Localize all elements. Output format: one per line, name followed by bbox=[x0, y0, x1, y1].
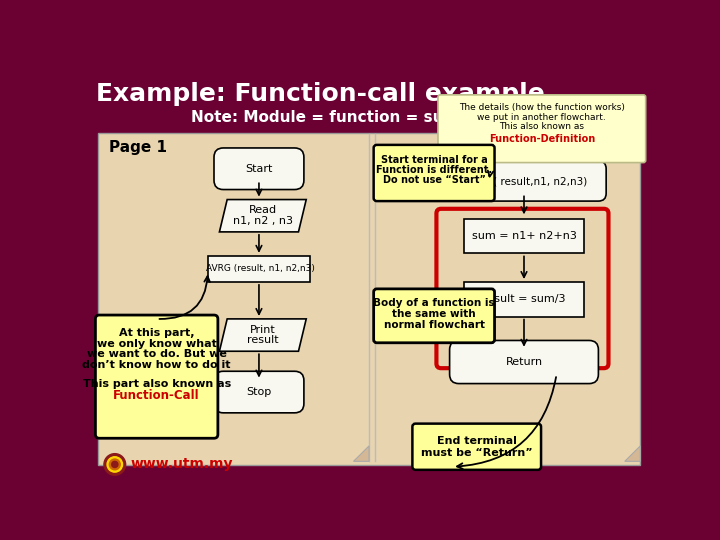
FancyBboxPatch shape bbox=[449, 340, 598, 383]
Circle shape bbox=[112, 461, 118, 468]
Text: Example: Function-call example.: Example: Function-call example. bbox=[96, 82, 554, 106]
Polygon shape bbox=[220, 200, 306, 232]
FancyBboxPatch shape bbox=[214, 148, 304, 190]
FancyBboxPatch shape bbox=[96, 315, 218, 438]
Text: result: result bbox=[247, 335, 279, 346]
Bar bbox=[98, 132, 640, 465]
FancyBboxPatch shape bbox=[374, 289, 495, 343]
Text: Function is different.: Function is different. bbox=[376, 165, 492, 176]
Text: Start terminal for a: Start terminal for a bbox=[381, 156, 487, 165]
Text: we only know what: we only know what bbox=[96, 339, 217, 348]
FancyBboxPatch shape bbox=[442, 161, 606, 201]
FancyBboxPatch shape bbox=[214, 372, 304, 413]
FancyBboxPatch shape bbox=[438, 95, 646, 163]
Text: normal flowchart: normal flowchart bbox=[384, 320, 485, 330]
Bar bbox=[208, 256, 310, 282]
Text: we want to do. But we: we want to do. But we bbox=[86, 349, 227, 359]
Polygon shape bbox=[625, 446, 640, 461]
Text: Note: Module = function = subroutine: Note: Module = function = subroutine bbox=[191, 110, 517, 125]
Text: www.utm.my: www.utm.my bbox=[130, 457, 233, 471]
Text: AVRG ( result,n1, n2,n3): AVRG ( result,n1, n2,n3) bbox=[461, 176, 587, 186]
Text: Function-Definition: Function-Definition bbox=[489, 134, 595, 144]
Text: Page 1: Page 1 bbox=[109, 140, 167, 156]
FancyBboxPatch shape bbox=[374, 145, 495, 201]
Bar bbox=[464, 282, 585, 316]
Circle shape bbox=[104, 454, 126, 475]
Polygon shape bbox=[354, 446, 369, 461]
Text: Print: Print bbox=[250, 325, 276, 335]
Text: Return: Return bbox=[505, 357, 543, 367]
Text: we put in another flowchart.: we put in another flowchart. bbox=[477, 113, 606, 122]
Text: At this part,: At this part, bbox=[119, 328, 194, 338]
FancyBboxPatch shape bbox=[413, 423, 541, 470]
Text: the same with: the same with bbox=[392, 309, 476, 319]
Text: This part also known as: This part also known as bbox=[83, 379, 231, 389]
Text: End terminal: End terminal bbox=[437, 436, 517, 446]
Text: Body of a function is: Body of a function is bbox=[373, 299, 495, 308]
Text: sum = n1+ n2+n3: sum = n1+ n2+n3 bbox=[472, 231, 577, 241]
Polygon shape bbox=[220, 319, 306, 351]
Text: result = sum/3: result = sum/3 bbox=[482, 294, 565, 304]
Text: must be “Return”: must be “Return” bbox=[421, 448, 533, 458]
Text: Stop: Stop bbox=[246, 387, 271, 397]
Text: This also known as: This also known as bbox=[500, 122, 585, 131]
Text: Function-Call: Function-Call bbox=[113, 389, 200, 402]
Text: Page 2: Page 2 bbox=[579, 140, 636, 156]
Circle shape bbox=[109, 459, 120, 470]
Text: n1, n2 , n3: n1, n2 , n3 bbox=[233, 216, 293, 226]
Text: don’t know how to do it: don’t know how to do it bbox=[82, 360, 231, 370]
Text: Read: Read bbox=[249, 205, 277, 215]
Circle shape bbox=[107, 457, 122, 472]
Bar bbox=[464, 219, 585, 253]
Text: Start: Start bbox=[246, 164, 273, 174]
Text: AVRG (result, n1, n2,n3): AVRG (result, n1, n2,n3) bbox=[206, 265, 315, 273]
Text: Do not use “Start”: Do not use “Start” bbox=[382, 176, 485, 185]
Text: The details (how the function works): The details (how the function works) bbox=[459, 104, 625, 112]
